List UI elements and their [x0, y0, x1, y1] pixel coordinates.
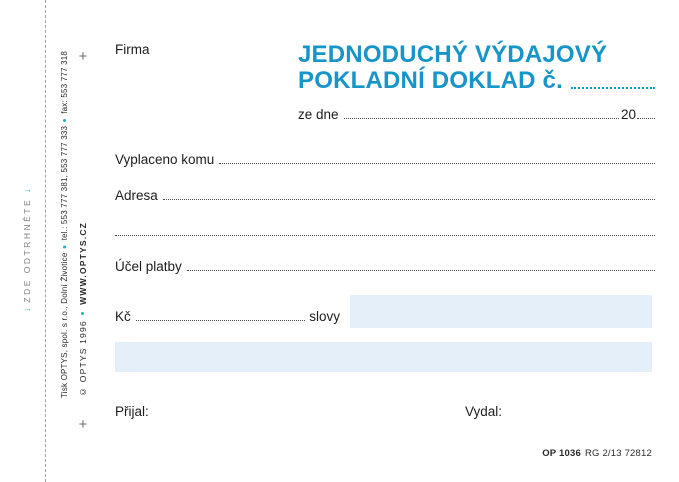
date-row: ze dne 20 [298, 104, 655, 121]
title-line-2: POKLADNÍ DOKLAD č. [298, 67, 563, 94]
issued-by-label: Vydal: [465, 404, 503, 419]
bullet-icon: ● [79, 308, 86, 317]
received-by-label: Přijal: [115, 404, 149, 419]
currency-label: Kč [115, 308, 131, 324]
printer-phone: tel.: 553 777 381, 553 777 333 [60, 125, 69, 241]
printer-info-line: Tisk OPTYS, spol. s r.o., Dolní Životice… [60, 51, 75, 398]
paid-to-row: Vyplaceno komu [115, 149, 655, 166]
document-title: JEDNODUCHÝ VÝDAJOVÝ POKLADNÍ DOKLAD č. [298, 42, 655, 94]
paid-to-field [219, 163, 655, 164]
bullet-icon: ● [61, 116, 68, 124]
amount-in-words-box [350, 295, 652, 328]
copyright-text: © OPTYS 1996 [78, 320, 88, 397]
in-words-label: slovy [309, 308, 340, 324]
address-row: Adresa [115, 185, 655, 202]
bullet-icon: ● [61, 242, 68, 251]
form-code: OP 1036 [542, 448, 581, 459]
date-label: ze dne [298, 106, 339, 122]
purpose-row: Účel platby [115, 256, 655, 273]
publisher-url: WWW.OPTYS.CZ [78, 221, 88, 305]
copyright-info-line: © OPTYS 1996 ● WWW.OPTYS.CZ [78, 145, 93, 397]
perforation-dashed-line [45, 0, 46, 482]
address-field [162, 199, 655, 200]
address-label: Adresa [115, 187, 158, 203]
arrow-down-icon: ↓ [22, 188, 32, 194]
footer-print-codes: OP 1036 RG 2/13 72812 [450, 448, 652, 459]
registration-mark-top: + [78, 48, 88, 65]
printer-fax: fax: 553 777 318 [60, 50, 69, 114]
arrow-down-icon: ↓ [22, 307, 32, 313]
company-label: Firma [115, 42, 150, 57]
address-field-line2 [115, 235, 655, 236]
date-field [343, 118, 619, 119]
address-continuation-row [115, 221, 655, 238]
tear-off-instruction: ↓ ZDE ODTRHNĚTE ↓ [22, 178, 38, 313]
amount-row: Kč slovy [115, 306, 340, 323]
tear-off-label: ZDE ODTRHNĚTE [22, 197, 32, 303]
voucher-number-field [570, 87, 655, 89]
amount-in-words-box-line2 [115, 342, 652, 372]
date-year-field [637, 118, 655, 119]
print-run-code: RG 2/13 72812 [584, 448, 652, 459]
date-century: 20 [620, 106, 636, 122]
purpose-field [186, 270, 655, 271]
printer-name: Tisk OPTYS, spol. s r.o., Dolní Životice [60, 252, 69, 398]
paid-to-label: Vyplaceno komu [115, 151, 215, 167]
title-line-1: JEDNODUCHÝ VÝDAJOVÝ [298, 41, 608, 68]
registration-mark-bottom: + [78, 416, 88, 433]
amount-field [135, 320, 306, 321]
purpose-label: Účel platby [115, 258, 182, 274]
